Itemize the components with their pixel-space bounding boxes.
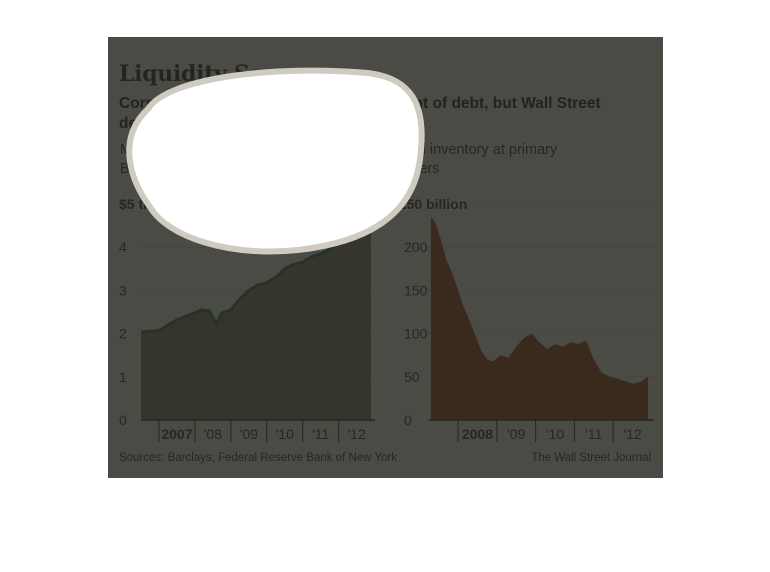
right-unit-label: $250 billion bbox=[391, 196, 467, 212]
right-xtick-label: '12 bbox=[623, 426, 641, 442]
right-xtick-label: 2008 bbox=[462, 426, 493, 442]
sources-note: Sources: Barclays; Federal Reserve Bank … bbox=[119, 452, 398, 464]
right-ytick-label: 0 bbox=[404, 412, 412, 428]
right-ytick-label: 200 bbox=[404, 239, 428, 255]
left-xtick-label: 2007 bbox=[161, 426, 192, 442]
right-xtick-label: '10 bbox=[546, 426, 564, 442]
left-xtick-label: '12 bbox=[348, 426, 366, 442]
left-xtick-label: '10 bbox=[276, 426, 294, 442]
right-xtick-label: '09 bbox=[507, 426, 525, 442]
right-ytick-label: 50 bbox=[404, 369, 420, 385]
left-xtick-label: '11 bbox=[312, 426, 329, 442]
left-ytick-label: 3 bbox=[119, 282, 127, 298]
right-area bbox=[430, 217, 649, 420]
publisher-credit: The Wall Street Journal bbox=[531, 452, 651, 464]
right-xtick-label: '11 bbox=[585, 426, 602, 442]
left-ytick-label: 4 bbox=[119, 239, 127, 255]
left-xtick-label: '08 bbox=[204, 426, 222, 442]
right-ytick-label: 100 bbox=[404, 326, 428, 342]
chart-canvas: 0 1 2 3 4 $5 trillion 2007 '08 '09 '10 '11 '12 0 50 10… bbox=[119, 196, 654, 442]
chart-panel: Liquidity Squeeze Corporations are issui… bbox=[108, 37, 663, 478]
right-ytick-label: 150 bbox=[404, 282, 428, 298]
left-unit-label: $5 trillion bbox=[119, 196, 181, 212]
left-ytick-label: 0 bbox=[119, 412, 127, 428]
left-ytick-label: 1 bbox=[119, 369, 127, 385]
left-xtick-label: '09 bbox=[240, 426, 258, 442]
left-ytick-label: 2 bbox=[119, 326, 127, 342]
